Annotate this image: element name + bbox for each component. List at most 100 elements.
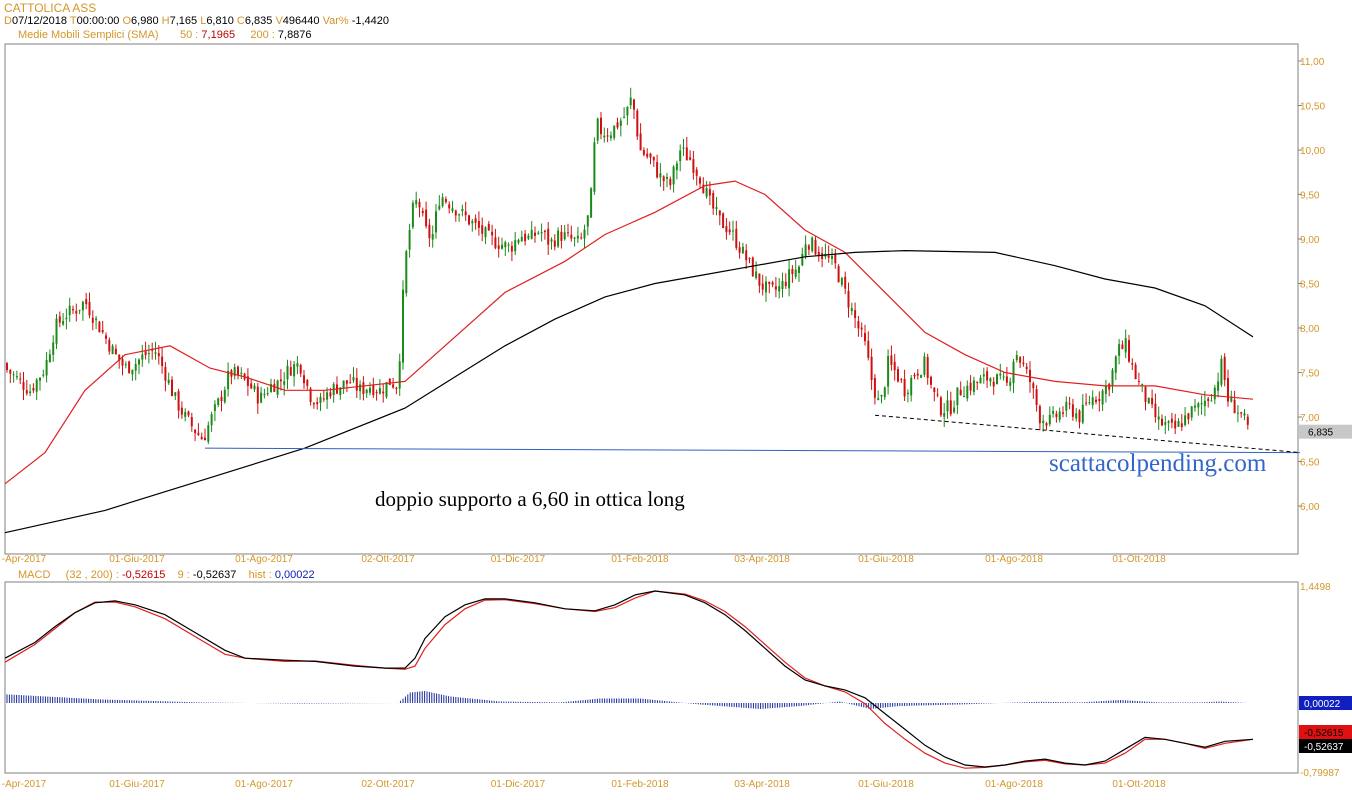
candle-body [279,379,282,382]
candle-body [45,359,48,376]
candle-body [1025,366,1028,370]
candle-body [844,276,847,289]
candle-body [758,273,761,286]
candle-body [682,147,685,149]
candle-body [1243,413,1246,416]
candle-body [745,250,748,261]
candle-body [563,232,566,240]
candle-body [1088,402,1091,404]
candle-body [989,378,992,382]
candle-body [1170,418,1173,423]
candle-body [484,227,487,238]
candle-body [652,156,655,161]
candle-body [807,245,810,250]
candle-body [864,332,866,342]
candle-body [464,211,467,216]
candle-body [29,391,32,394]
candle-body [233,367,236,376]
candle-body [979,377,982,384]
candle-body [586,215,589,227]
ohlc-key: T [69,15,77,27]
candle-body [659,173,662,178]
candle-body [699,177,701,184]
last-price-label: 6,835 [1308,428,1333,439]
candle-body [144,351,147,356]
candle-body [316,402,319,405]
candle-body [487,223,490,231]
candle-body [867,340,870,358]
candle-body [906,392,909,395]
candle-body [88,302,91,316]
support-line [204,447,1301,454]
candle-body [25,390,28,394]
candle-body [870,356,873,381]
macd-params: (32 , 200) : [65,569,119,581]
candle-body [689,157,692,160]
candle-body [1144,386,1147,403]
macd-min-label: -0,79987 [1300,768,1340,779]
candle-body [557,230,560,247]
macd-label: MACD [18,569,51,581]
candle-body [134,363,137,371]
candle-body [507,244,510,246]
candle-body [593,142,596,192]
candle-body [735,228,738,248]
candle-body [448,204,451,209]
candle-body [19,378,22,380]
x-tick-label: 01-Ago-2017 [235,554,293,565]
candle-body [834,253,837,264]
candle-body [771,282,774,285]
ohlc-value: 07/12/2018 [11,15,70,27]
candle-body [1078,410,1081,423]
candle-body [1184,415,1187,425]
candle-body [78,309,81,311]
candle-body [949,400,952,415]
candle-body [784,281,787,287]
candle-body [946,400,949,412]
candle-body [501,244,503,249]
candle-body [996,374,998,385]
candle-body [550,239,553,242]
candle-body [969,382,972,391]
x-tick-label: 01-Feb-2018 [611,779,669,790]
candle-body [893,361,896,371]
candle-body [1048,414,1051,425]
candle-body [1062,412,1064,414]
sma-50-value: 7,1965 [201,29,236,41]
candle-body [342,380,345,389]
candle-body [359,384,362,392]
y-tick-label: 9,50 [1300,191,1320,202]
sma-50-label: 50 : [180,29,199,41]
x-tick-label: 01-Dic-2017 [491,554,546,565]
candle-body [369,387,371,393]
candle-body [1075,413,1078,419]
candle-body [847,290,850,308]
macd-panel [4,590,1254,769]
candle-body [164,366,167,381]
candle-body [897,369,899,382]
candle-body [1015,355,1018,361]
x-tick-label: 02-Ott-2017 [361,779,415,790]
candle-body [725,226,728,233]
candle-body [685,147,688,161]
x-tick-label: 01-Ago-2018 [985,554,1043,565]
candle-body [138,359,140,365]
trend-line [874,414,1301,454]
candle-body [91,317,94,323]
candle-body [1104,385,1107,394]
candle-body [58,316,61,323]
candle-body [1210,400,1213,402]
candle-body [273,384,276,392]
candle-body [1035,389,1038,406]
candle-body [708,189,711,196]
candle-body [1174,420,1177,429]
candle-body [491,231,494,236]
sma-200-line [4,249,1254,534]
candle-body [444,199,447,202]
candle-body [547,228,550,245]
candle-body [375,392,378,394]
candle-body [1236,412,1239,414]
candle-body [633,99,635,110]
candle-body [600,117,602,135]
